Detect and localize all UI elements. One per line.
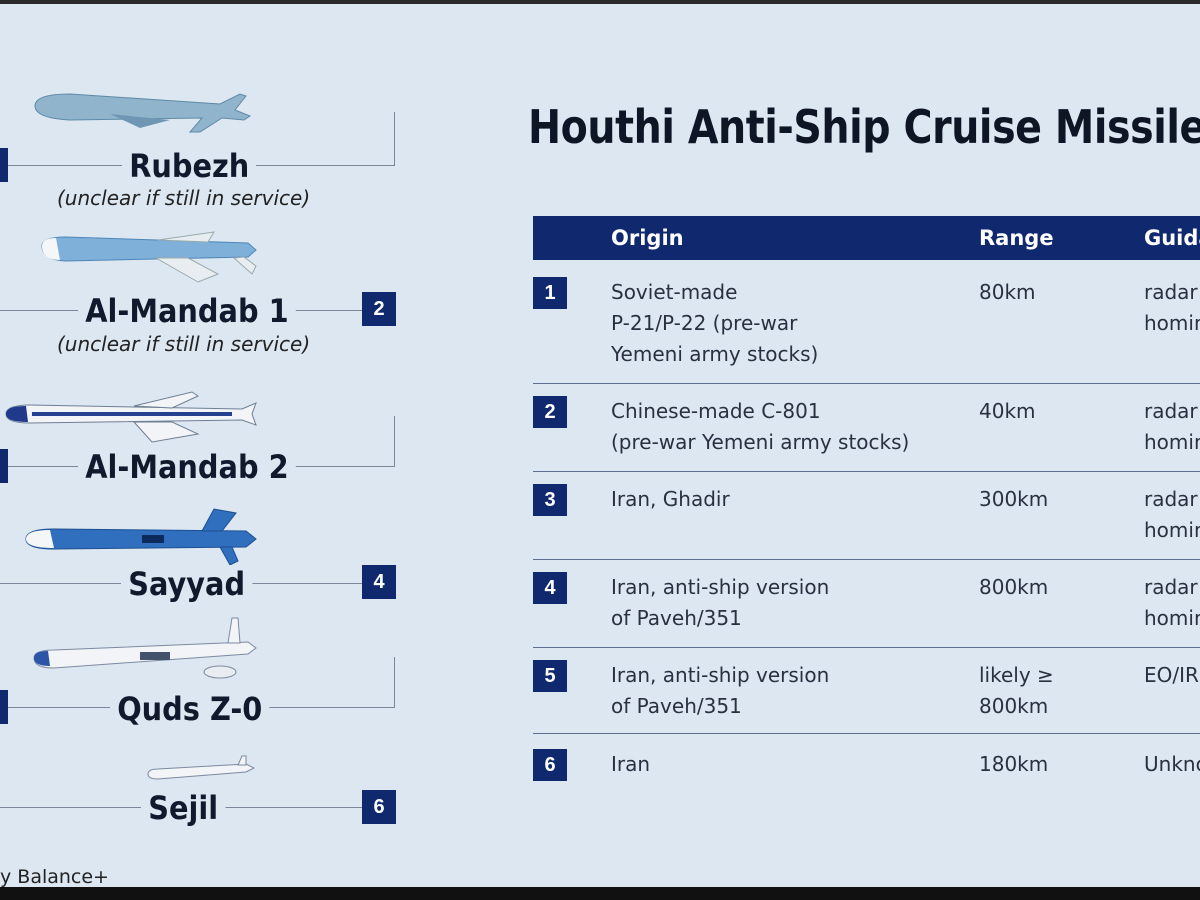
missile-badge-2: 2 xyxy=(362,292,396,326)
missile-note-rubezh: (unclear if still in service) xyxy=(57,186,311,210)
missile-badge-5: 5 xyxy=(0,690,8,724)
infographic-title: Houthi Anti-Ship Cruise Missile xyxy=(528,100,1200,154)
missile-badge-3: 3 xyxy=(0,449,8,483)
row-range: 180km xyxy=(979,752,1049,776)
row-number-badge: 6 xyxy=(533,749,567,781)
header-guidance: Guida xyxy=(1144,226,1200,250)
row-divider xyxy=(533,559,1200,560)
row-number-badge: 2 xyxy=(533,396,567,428)
window-bottom-edge xyxy=(0,887,1200,900)
rubezh-missile-illustration xyxy=(34,93,252,133)
sayyad-missile-illustration xyxy=(25,508,257,566)
missile-badge-6: 6 xyxy=(362,790,396,824)
row-origin: Soviet-made P-21/P-22 (pre-war Yemeni ar… xyxy=(611,280,819,366)
row-divider xyxy=(533,471,1200,472)
source-credit: y Balance+ xyxy=(0,866,109,887)
quds-z0-missile-illustration xyxy=(33,617,257,679)
sejil-missile-illustration xyxy=(147,755,256,780)
row-number-badge: 3 xyxy=(533,484,567,516)
row-range: 80km xyxy=(979,280,1036,304)
missile-name-rubezh: Rubezh xyxy=(122,147,257,185)
row-guidance: radar homin xyxy=(1144,575,1200,630)
al-mandab-1-missile-illustration xyxy=(41,231,257,283)
row-range: 800km xyxy=(979,575,1049,599)
connector-bracket-1 xyxy=(394,112,395,166)
missile-name-sejil: Sejil xyxy=(141,789,226,827)
missile-name-quds-z0: Quds Z-0 xyxy=(110,690,270,728)
row-origin: Iran, anti-ship version of Paveh/351 xyxy=(611,663,830,718)
row-divider xyxy=(533,733,1200,734)
row-range: likely ≥ 800km xyxy=(979,663,1054,718)
table-header: Origin Range Guida xyxy=(533,216,1200,260)
connector-bracket-5 xyxy=(394,657,395,708)
row-origin: Iran, anti-ship version of Paveh/351 xyxy=(611,575,830,630)
missile-name-sayyad: Sayyad xyxy=(121,565,253,603)
row-divider xyxy=(533,647,1200,648)
row-number-badge: 5 xyxy=(533,660,567,692)
row-origin: Iran xyxy=(611,752,651,776)
row-guidance: radar homin xyxy=(1144,487,1200,542)
row-divider xyxy=(533,383,1200,384)
row-guidance: radar homin xyxy=(1144,280,1200,335)
connector-bracket-3 xyxy=(394,416,395,467)
row-range: 40km xyxy=(979,399,1036,423)
row-guidance: radar homin xyxy=(1144,399,1200,454)
window-top-edge xyxy=(0,0,1200,4)
row-number-badge: 4 xyxy=(533,572,567,604)
row-range: 300km xyxy=(979,487,1049,511)
row-origin: Chinese-made C-801 (pre-war Yemeni army … xyxy=(611,399,910,454)
missile-name-al-mandab-1: Al-Mandab 1 xyxy=(78,292,296,330)
missile-name-al-mandab-2: Al-Mandab 2 xyxy=(78,448,296,486)
row-guidance: Unkno xyxy=(1144,752,1200,776)
missile-note-al-mandab-1: (unclear if still in service) xyxy=(57,332,311,356)
al-mandab-2-missile-illustration xyxy=(5,391,257,443)
row-guidance: EO/IR xyxy=(1144,663,1199,687)
row-number-badge: 1 xyxy=(533,277,567,309)
header-origin: Origin xyxy=(611,226,684,250)
row-origin: Iran, Ghadir xyxy=(611,487,730,511)
infographic: 1 2 3 4 5 6 Rubezh (unclear if still in … xyxy=(0,4,1200,887)
missile-badge-4: 4 xyxy=(362,565,396,599)
missile-badge-1: 1 xyxy=(0,148,8,182)
header-range: Range xyxy=(979,226,1054,250)
